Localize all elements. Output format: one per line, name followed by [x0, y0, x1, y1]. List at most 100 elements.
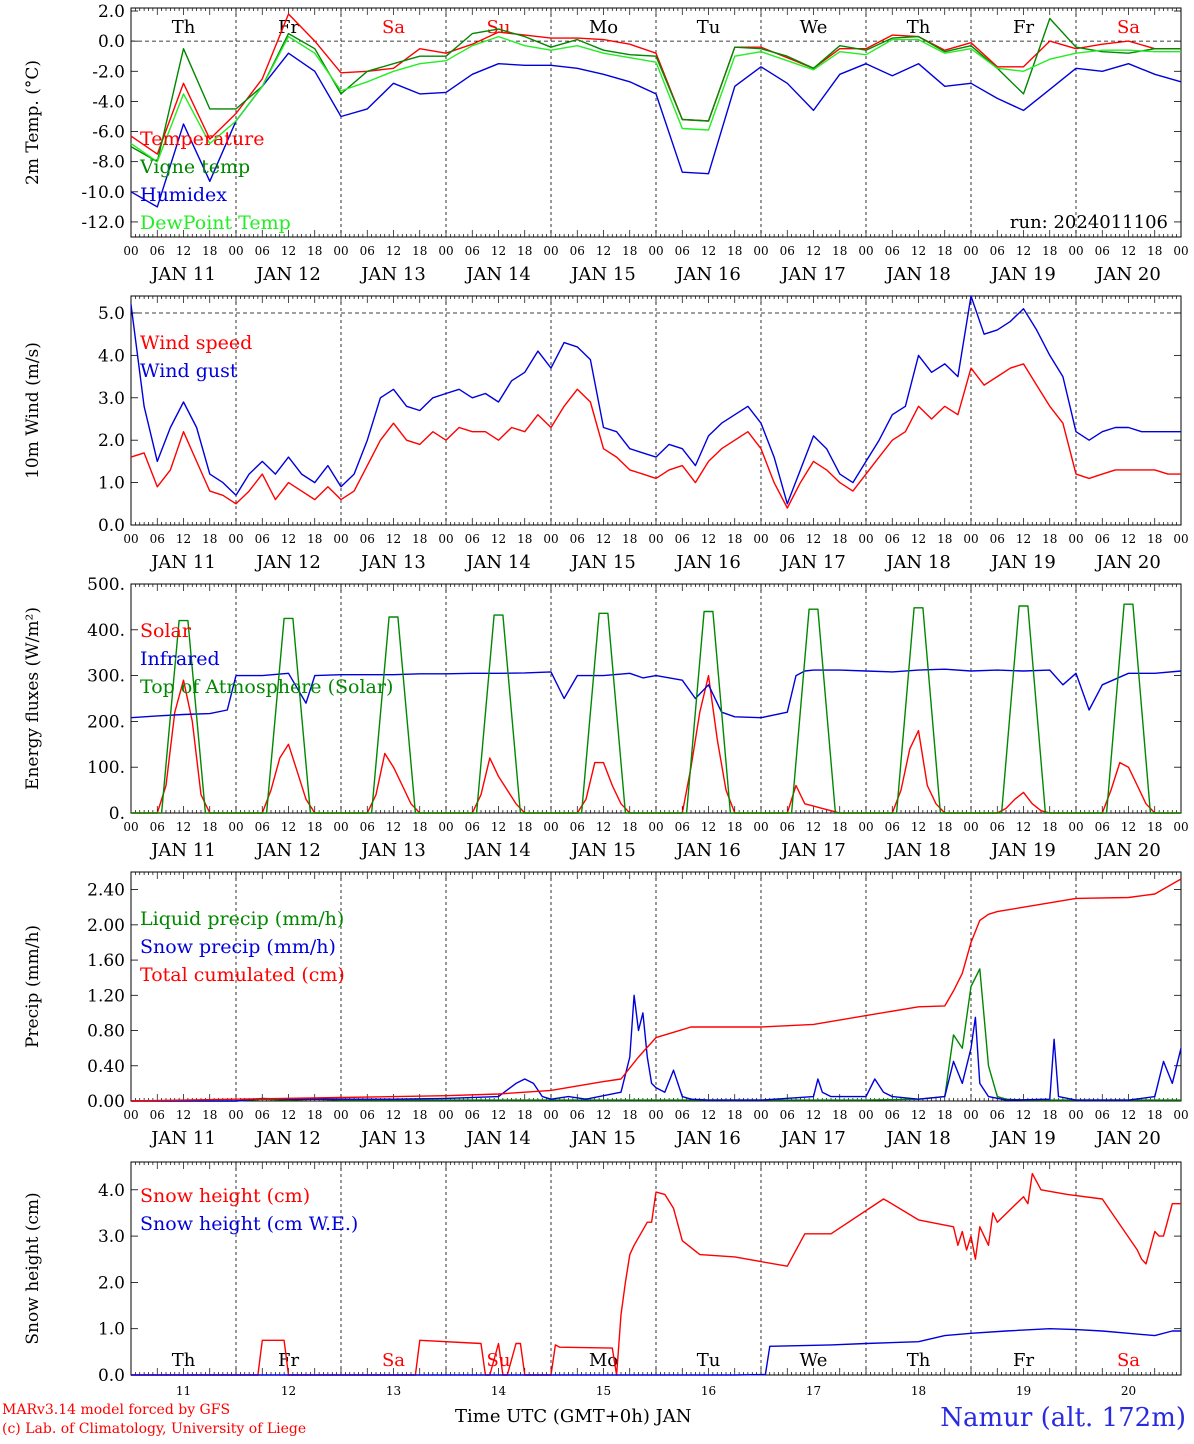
hour-tick-label: 00	[858, 244, 873, 258]
day-number-label: 12	[281, 1384, 296, 1398]
legend-entry: Wind speed	[140, 332, 252, 354]
day-number-label: 20	[1121, 1384, 1136, 1398]
day-label: JAN 19	[989, 264, 1056, 285]
weekday-label: Su	[487, 1350, 511, 1371]
hour-tick-label: 12	[1121, 820, 1136, 834]
day-label: JAN 18	[884, 840, 951, 861]
day-label: JAN 12	[254, 1128, 321, 1149]
hour-tick-label: 00	[648, 1108, 663, 1122]
hour-tick-label: 12	[701, 532, 716, 546]
hour-tick-label: 18	[202, 820, 217, 834]
hour-tick-label: 06	[780, 532, 795, 546]
day-number-label: 13	[386, 1384, 401, 1398]
hour-tick-label: 06	[1095, 820, 1110, 834]
legend-entry: Vigne temp	[139, 156, 250, 178]
hour-tick-label: 12	[281, 244, 296, 258]
model-credit: MARv3.14 model forced by GFS	[2, 1402, 231, 1418]
hour-tick-label: 18	[1042, 1108, 1057, 1122]
day-label: JAN 13	[359, 1128, 426, 1149]
y-tick-label: 3.0	[98, 389, 125, 409]
hour-tick-label: 12	[281, 820, 296, 834]
hour-tick-label: 18	[727, 820, 742, 834]
hour-tick-label: 18	[1042, 532, 1057, 546]
day-label: JAN 16	[674, 552, 741, 573]
hour-tick-label: 12	[596, 820, 611, 834]
y-axis-label: Snow height (cm)	[23, 1192, 43, 1344]
hour-tick-label: 18	[622, 532, 637, 546]
hour-tick-label: 18	[832, 532, 847, 546]
day-label: JAN 11	[149, 1128, 216, 1149]
hour-tick-label: 06	[990, 820, 1005, 834]
hour-tick-label: 06	[255, 532, 270, 546]
legend-entry: Total cumulated (cm)	[140, 964, 345, 986]
hour-tick-label: 12	[176, 532, 191, 546]
day-label: JAN 13	[359, 552, 426, 573]
day-label: JAN 14	[464, 552, 531, 573]
legend-entry: Solar	[140, 620, 192, 642]
y-axis-label: 10m Wind (m/s)	[23, 342, 43, 479]
weekday-label: Th	[172, 1350, 196, 1371]
day-label: JAN 11	[149, 552, 216, 573]
weekday-label: Fr	[1013, 1350, 1034, 1371]
hour-tick-label: 18	[1147, 244, 1162, 258]
legend-entry: Snow height (cm W.E.)	[140, 1213, 358, 1235]
hour-tick-label: 12	[596, 244, 611, 258]
weekday-label: Sa	[382, 17, 405, 38]
weekday-label: Sa	[1117, 17, 1140, 38]
hour-tick-label: 00	[858, 820, 873, 834]
day-label: JAN 18	[884, 1128, 951, 1149]
hour-tick-label: 00	[543, 244, 558, 258]
y-tick-label: 5.0	[98, 304, 125, 324]
hour-tick-label: 18	[622, 1108, 637, 1122]
hour-tick-label: 00	[1068, 244, 1083, 258]
day-label: JAN 17	[779, 840, 846, 861]
hour-tick-label: 18	[1042, 244, 1057, 258]
hour-tick-label: 00	[333, 820, 348, 834]
day-label: JAN 12	[254, 264, 321, 285]
hour-tick-label: 00	[543, 1108, 558, 1122]
station-label: Namur (alt. 172m)	[940, 1403, 1186, 1433]
hour-tick-label: 00	[438, 244, 453, 258]
weekday-label: Mo	[589, 1350, 618, 1371]
hour-tick-label: 18	[832, 820, 847, 834]
day-label: JAN 15	[569, 840, 636, 861]
hour-tick-label: 12	[701, 244, 716, 258]
day-label: JAN 16	[674, 840, 741, 861]
hour-tick-label: 06	[570, 244, 585, 258]
y-tick-label: 2.00	[87, 916, 125, 936]
hour-tick-label: 00	[963, 532, 978, 546]
panel-2: 5.0 4.0 3.0 2.0 1.0 0.0 10m Wind (m/s) 00 06 12 18…	[23, 295, 1189, 573]
hour-tick-label: 00	[333, 1108, 348, 1122]
hour-tick-label: 00	[753, 532, 768, 546]
hour-tick-label: 12	[911, 532, 926, 546]
y-tick-label: 0.40	[87, 1057, 125, 1077]
y-tick-label: 500.	[87, 575, 125, 595]
hour-tick-label: 00	[543, 532, 558, 546]
y-tick-label: 2.0	[98, 431, 125, 451]
hour-tick-label: 06	[1095, 1108, 1110, 1122]
day-number-label: 14	[491, 1384, 507, 1398]
y-tick-label: 1.60	[87, 951, 125, 971]
y-tick-label: 0.0	[98, 32, 125, 52]
day-label: JAN 17	[779, 1128, 846, 1149]
hour-tick-label: 06	[150, 532, 165, 546]
hour-tick-label: 12	[386, 244, 401, 258]
hour-tick-label: 12	[911, 820, 926, 834]
hour-tick-label: 18	[622, 820, 637, 834]
hour-tick-label: 12	[1121, 532, 1136, 546]
weekday-label: We	[800, 17, 828, 38]
y-tick-label: 1.0	[98, 1320, 125, 1340]
day-label: JAN 11	[149, 264, 216, 285]
hour-tick-label: 00	[333, 532, 348, 546]
hour-tick-label: 18	[937, 1108, 952, 1122]
series-line-humidex	[130, 52, 1182, 208]
day-label: JAN 20	[1094, 1128, 1161, 1149]
hour-tick-label: 12	[806, 1108, 821, 1122]
series-line-total-cumulated-cm-	[130, 878, 1182, 1102]
hour-tick-label: 18	[1147, 820, 1162, 834]
hour-tick-label: 00	[753, 1108, 768, 1122]
hour-tick-label: 06	[570, 532, 585, 546]
weekday-label: Sa	[1117, 1350, 1140, 1371]
hour-tick-label: 18	[622, 244, 637, 258]
